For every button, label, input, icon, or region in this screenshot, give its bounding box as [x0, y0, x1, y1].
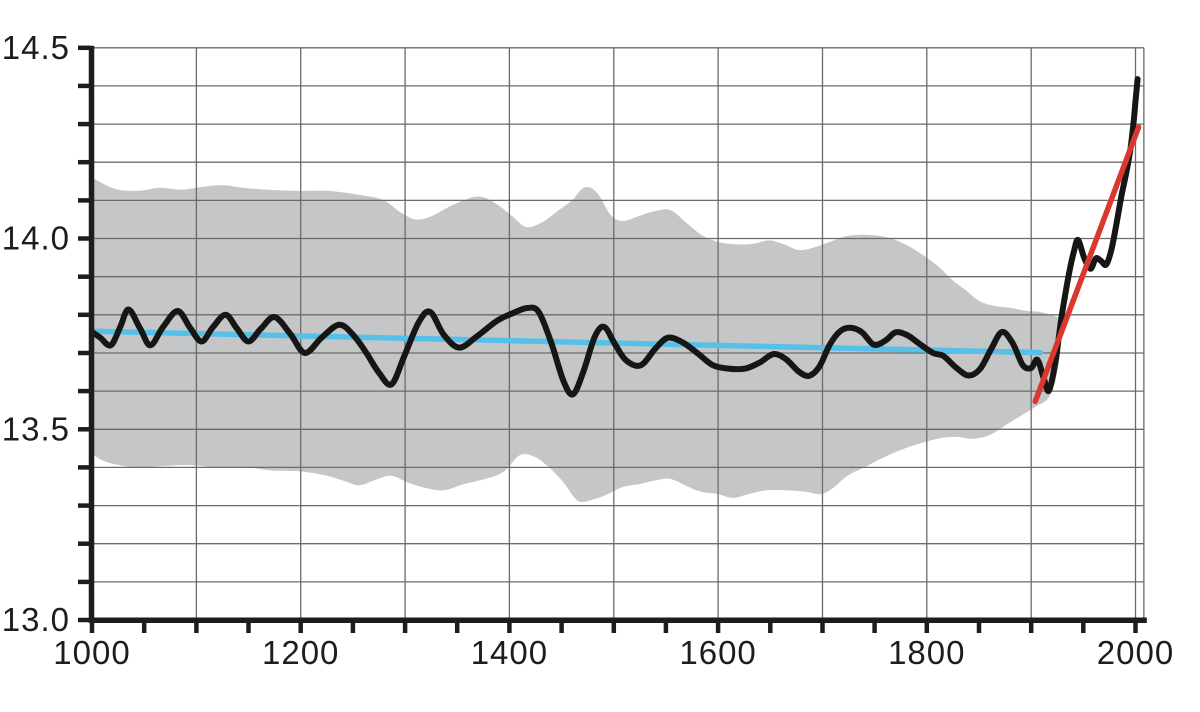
millennial-linear-trend-line — [89, 328, 1044, 356]
x-tick-label-1200: 1200 — [262, 634, 339, 671]
y-tick-label-13-5: 13.5 — [2, 410, 70, 447]
x-tick-label-2000: 2000 — [1097, 634, 1174, 671]
x-tick-label-1000: 1000 — [53, 634, 130, 671]
reconstructed-temperature-line — [89, 76, 1141, 398]
y-tick-label-14-0: 14.0 — [2, 220, 70, 257]
y-tick-label-14-5: 14.5 — [2, 29, 70, 66]
x-tick-label-1600: 1600 — [679, 634, 756, 671]
y-tick-label-13-0: 13.0 — [2, 601, 70, 638]
x-tick-label-1800: 1800 — [888, 634, 965, 671]
recent-warming-trend-line — [1032, 124, 1142, 405]
x-tick-label-1400: 1400 — [471, 634, 548, 671]
